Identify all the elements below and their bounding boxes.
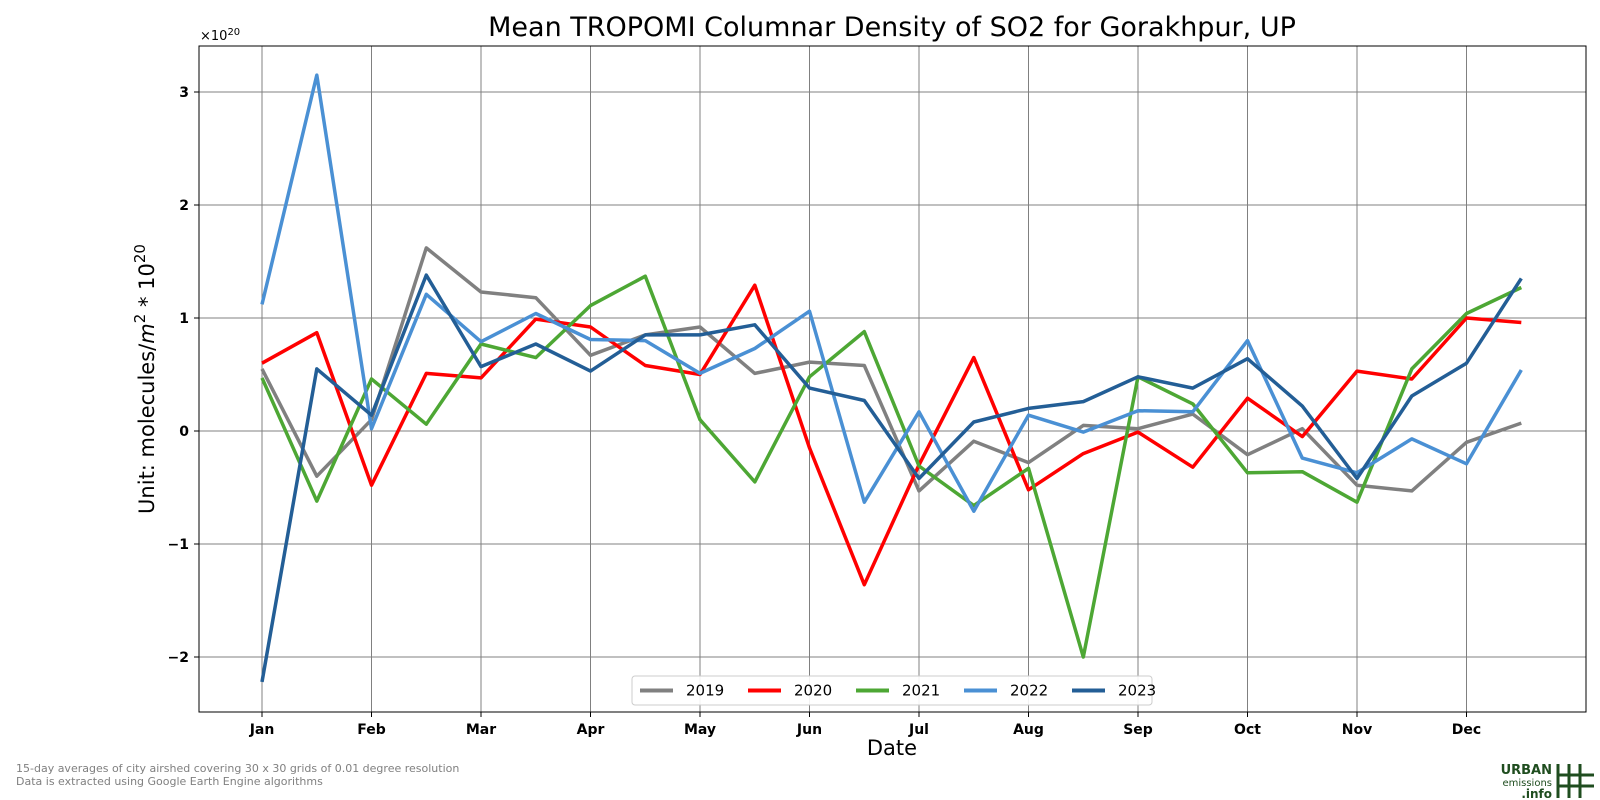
logo-text-info: .info [1521, 787, 1552, 800]
plot-frame [198, 45, 1587, 713]
x-tick-label-mar: Mar [466, 722, 496, 738]
y-tick-label: 1 [179, 311, 189, 327]
logo-text-emissions: emissions [1502, 778, 1552, 789]
x-tick-label-oct: Oct [1234, 722, 1261, 738]
y-tick-label: −2 [168, 650, 189, 666]
series-line-2021 [260, 274, 1523, 659]
y-offset-label: ×1020 [200, 27, 240, 44]
x-tick-label-nov: Nov [1342, 722, 1372, 738]
x-tick-label-jun: Jun [796, 722, 822, 738]
y-tick-label: 2 [179, 198, 189, 214]
y-tick-label: 0 [179, 424, 189, 440]
legend: 2019 2020 2021 2022 2023 [631, 675, 1156, 706]
x-axis-label: Date [867, 736, 917, 760]
x-tick-label-sep: Sep [1123, 722, 1153, 738]
x-axis-ticks: Jan Feb Mar Apr May Jun Jul Aug Sep Oct Nov Dec [249, 712, 1481, 738]
gridlines [199, 46, 1586, 712]
x-tick-label-may: May [684, 722, 716, 738]
x-tick-label-jan: Jan [249, 722, 275, 738]
x-tick-label-feb: Feb [357, 722, 386, 738]
legend-label-2023: 2023 [1118, 682, 1156, 700]
legend-label-2019: 2019 [686, 682, 724, 700]
series-line-2022 [260, 73, 1523, 513]
legend-label-2021: 2021 [902, 682, 940, 700]
x-tick-label-jul: Jul [908, 722, 929, 738]
y-axis-ticks: −2 −1 0 1 2 3 [168, 85, 199, 666]
urban-emissions-logo: URBAN emissions .info [1501, 763, 1594, 800]
series-lines [260, 73, 1523, 683]
footnote-line-2: Data is extracted using Google Earth Eng… [16, 775, 323, 788]
chart-title: Mean TROPOMI Columnar Density of SO2 for… [488, 12, 1296, 43]
legend-label-2020: 2020 [794, 682, 832, 700]
y-axis-label: Unit: molecules/m2 * 1020 [131, 244, 159, 514]
y-tick-label: 3 [179, 85, 189, 101]
x-tick-label-aug: Aug [1013, 722, 1044, 738]
logo-text-urban: URBAN [1501, 763, 1552, 778]
legend-box [631, 675, 1153, 706]
logo-grid-icon [1556, 764, 1594, 798]
x-tick-label-apr: Apr [577, 722, 605, 738]
x-tick-label-dec: Dec [1452, 722, 1481, 738]
y-tick-label: −1 [168, 537, 189, 553]
series-line-2019 [260, 246, 1522, 493]
footnote-line-1: 15-day averages of city airshed covering… [16, 762, 459, 775]
series-line-2020 [261, 283, 1522, 587]
series-line-2023 [260, 273, 1523, 683]
legend-label-2022: 2022 [1010, 682, 1048, 700]
